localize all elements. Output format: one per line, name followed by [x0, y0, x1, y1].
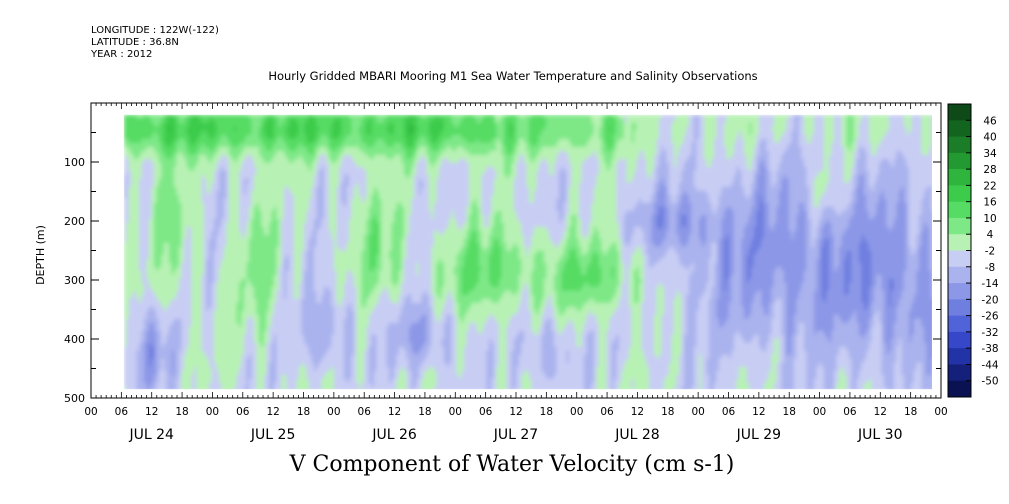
x-hour-label: 12: [509, 406, 522, 418]
chart-title: Hourly Gridded MBARI Mooring M1 Sea Wate…: [0, 69, 1009, 83]
colorbar-label: -20: [981, 294, 998, 306]
colorbar-swatch: [948, 185, 971, 203]
x-hour-label: 18: [783, 406, 796, 418]
y-tick-label: 500: [64, 392, 85, 405]
colorbar-label: 10: [983, 213, 996, 225]
no-data-left: [91, 103, 124, 398]
colorbar-swatch: [948, 234, 971, 251]
y-tick-label: 200: [64, 215, 85, 228]
x-day-label: JUL 27: [493, 427, 538, 443]
colorbar-swatch: [948, 266, 971, 284]
y-tick-label: 100: [64, 156, 85, 169]
x-hour-label: 06: [358, 406, 372, 418]
colorbar-swatch: [948, 201, 971, 219]
x-hour-label: 18: [540, 406, 553, 418]
x-day-label: JUL 28: [614, 427, 659, 443]
x-hour-label: 06: [600, 406, 614, 418]
x-hour-label: 18: [661, 406, 674, 418]
colorbar-swatch: [948, 283, 971, 300]
colorbar-label: -2: [985, 246, 995, 258]
y-axis: 100 200 300 400 500: [64, 132, 941, 405]
colorbar-swatch: [948, 315, 971, 333]
colorbar-swatch: [948, 250, 971, 268]
heatmap-cells: [123, 114, 935, 392]
colorbar-label: 22: [983, 180, 996, 192]
x-hour-label: 12: [266, 406, 279, 418]
x-hour-label: 06: [479, 406, 493, 418]
colorbar-swatch: [948, 120, 971, 138]
x-day-label: JUL 25: [250, 427, 295, 443]
colorbar-label: 28: [983, 164, 996, 176]
x-hour-label: 12: [145, 406, 158, 418]
x-hour-label: 18: [175, 406, 188, 418]
year-label: YEAR : 2012: [91, 49, 152, 61]
x-hour-label: 12: [631, 406, 644, 418]
x-hour-label: 06: [115, 406, 129, 418]
colorbar-label: -8: [985, 262, 995, 274]
colorbar-swatch: [948, 152, 971, 170]
colorbar-swatch: [948, 104, 971, 121]
x-hour-label: 00: [934, 406, 947, 418]
x-day-label: JUL 29: [736, 427, 781, 443]
longitude-label: LONGITUDE : 122W(-122): [91, 25, 219, 37]
x-hour-label: 12: [752, 406, 765, 418]
colorbar-label: -44: [981, 359, 998, 371]
x-hour-label: 06: [843, 406, 857, 418]
x-hour-label: 18: [904, 406, 917, 418]
x-hour-label: 12: [388, 406, 401, 418]
x-hour-label: 00: [813, 406, 826, 418]
colorbar-swatch: [948, 217, 971, 235]
x-axis: 00 06 12 18 00 06 12 18 00 06 12 18 00 06 12 18 00 06 12 18…: [84, 103, 948, 443]
colorbar: 46 40 34 28 22 16 10 4 -2 -8 -14 -20 -26 -32 -38 -44 -50: [947, 103, 999, 398]
colorbar-swatch: [948, 299, 971, 317]
colorbar-label: -50: [981, 376, 998, 388]
latitude-label: LATITUDE : 36.8N: [91, 37, 179, 49]
x-hour-label: 12: [874, 406, 887, 418]
colorbar-label: -26: [981, 311, 998, 323]
y-axis-label: DEPTH (m): [34, 225, 47, 285]
colorbar-label: 16: [983, 197, 997, 209]
colorbar-label: 34: [983, 148, 997, 160]
x-hour-label: 00: [84, 406, 97, 418]
colorbar-label: 4: [987, 229, 994, 241]
x-hour-label: 00: [691, 406, 704, 418]
x-hour-label: 00: [449, 406, 462, 418]
x-hour-label: 18: [418, 406, 431, 418]
colorbar-swatch: [948, 136, 971, 154]
x-day-label: JUL 24: [128, 427, 174, 443]
colorbar-swatch: [948, 169, 971, 186]
colorbar-label: 40: [983, 132, 996, 144]
colorbar-swatch: [948, 348, 971, 365]
colorbar-label: 46: [983, 115, 997, 127]
colorbar-swatch: [948, 331, 971, 349]
x-day-label: JUL 26: [371, 427, 417, 443]
heatmap-field: [91, 103, 941, 398]
y-tick-label: 300: [64, 274, 85, 287]
x-hour-label: 00: [327, 406, 340, 418]
x-day-label: JUL 30: [857, 427, 902, 443]
colorbar-variable-title: V Component of Water Velocity (cm s-1): [0, 452, 1009, 477]
colorbar-label: -14: [981, 278, 998, 290]
x-hour-label: 00: [206, 406, 219, 418]
y-tick-label: 400: [64, 333, 85, 346]
colorbar-swatch: [948, 380, 971, 398]
colorbar-swatch: [948, 364, 971, 382]
colorbar-label: -32: [981, 327, 998, 339]
colorbar-label: -38: [981, 343, 998, 355]
x-hour-label: 06: [722, 406, 736, 418]
x-hour-label: 18: [297, 406, 310, 418]
x-hour-label: 00: [570, 406, 583, 418]
x-hour-label: 06: [236, 406, 250, 418]
